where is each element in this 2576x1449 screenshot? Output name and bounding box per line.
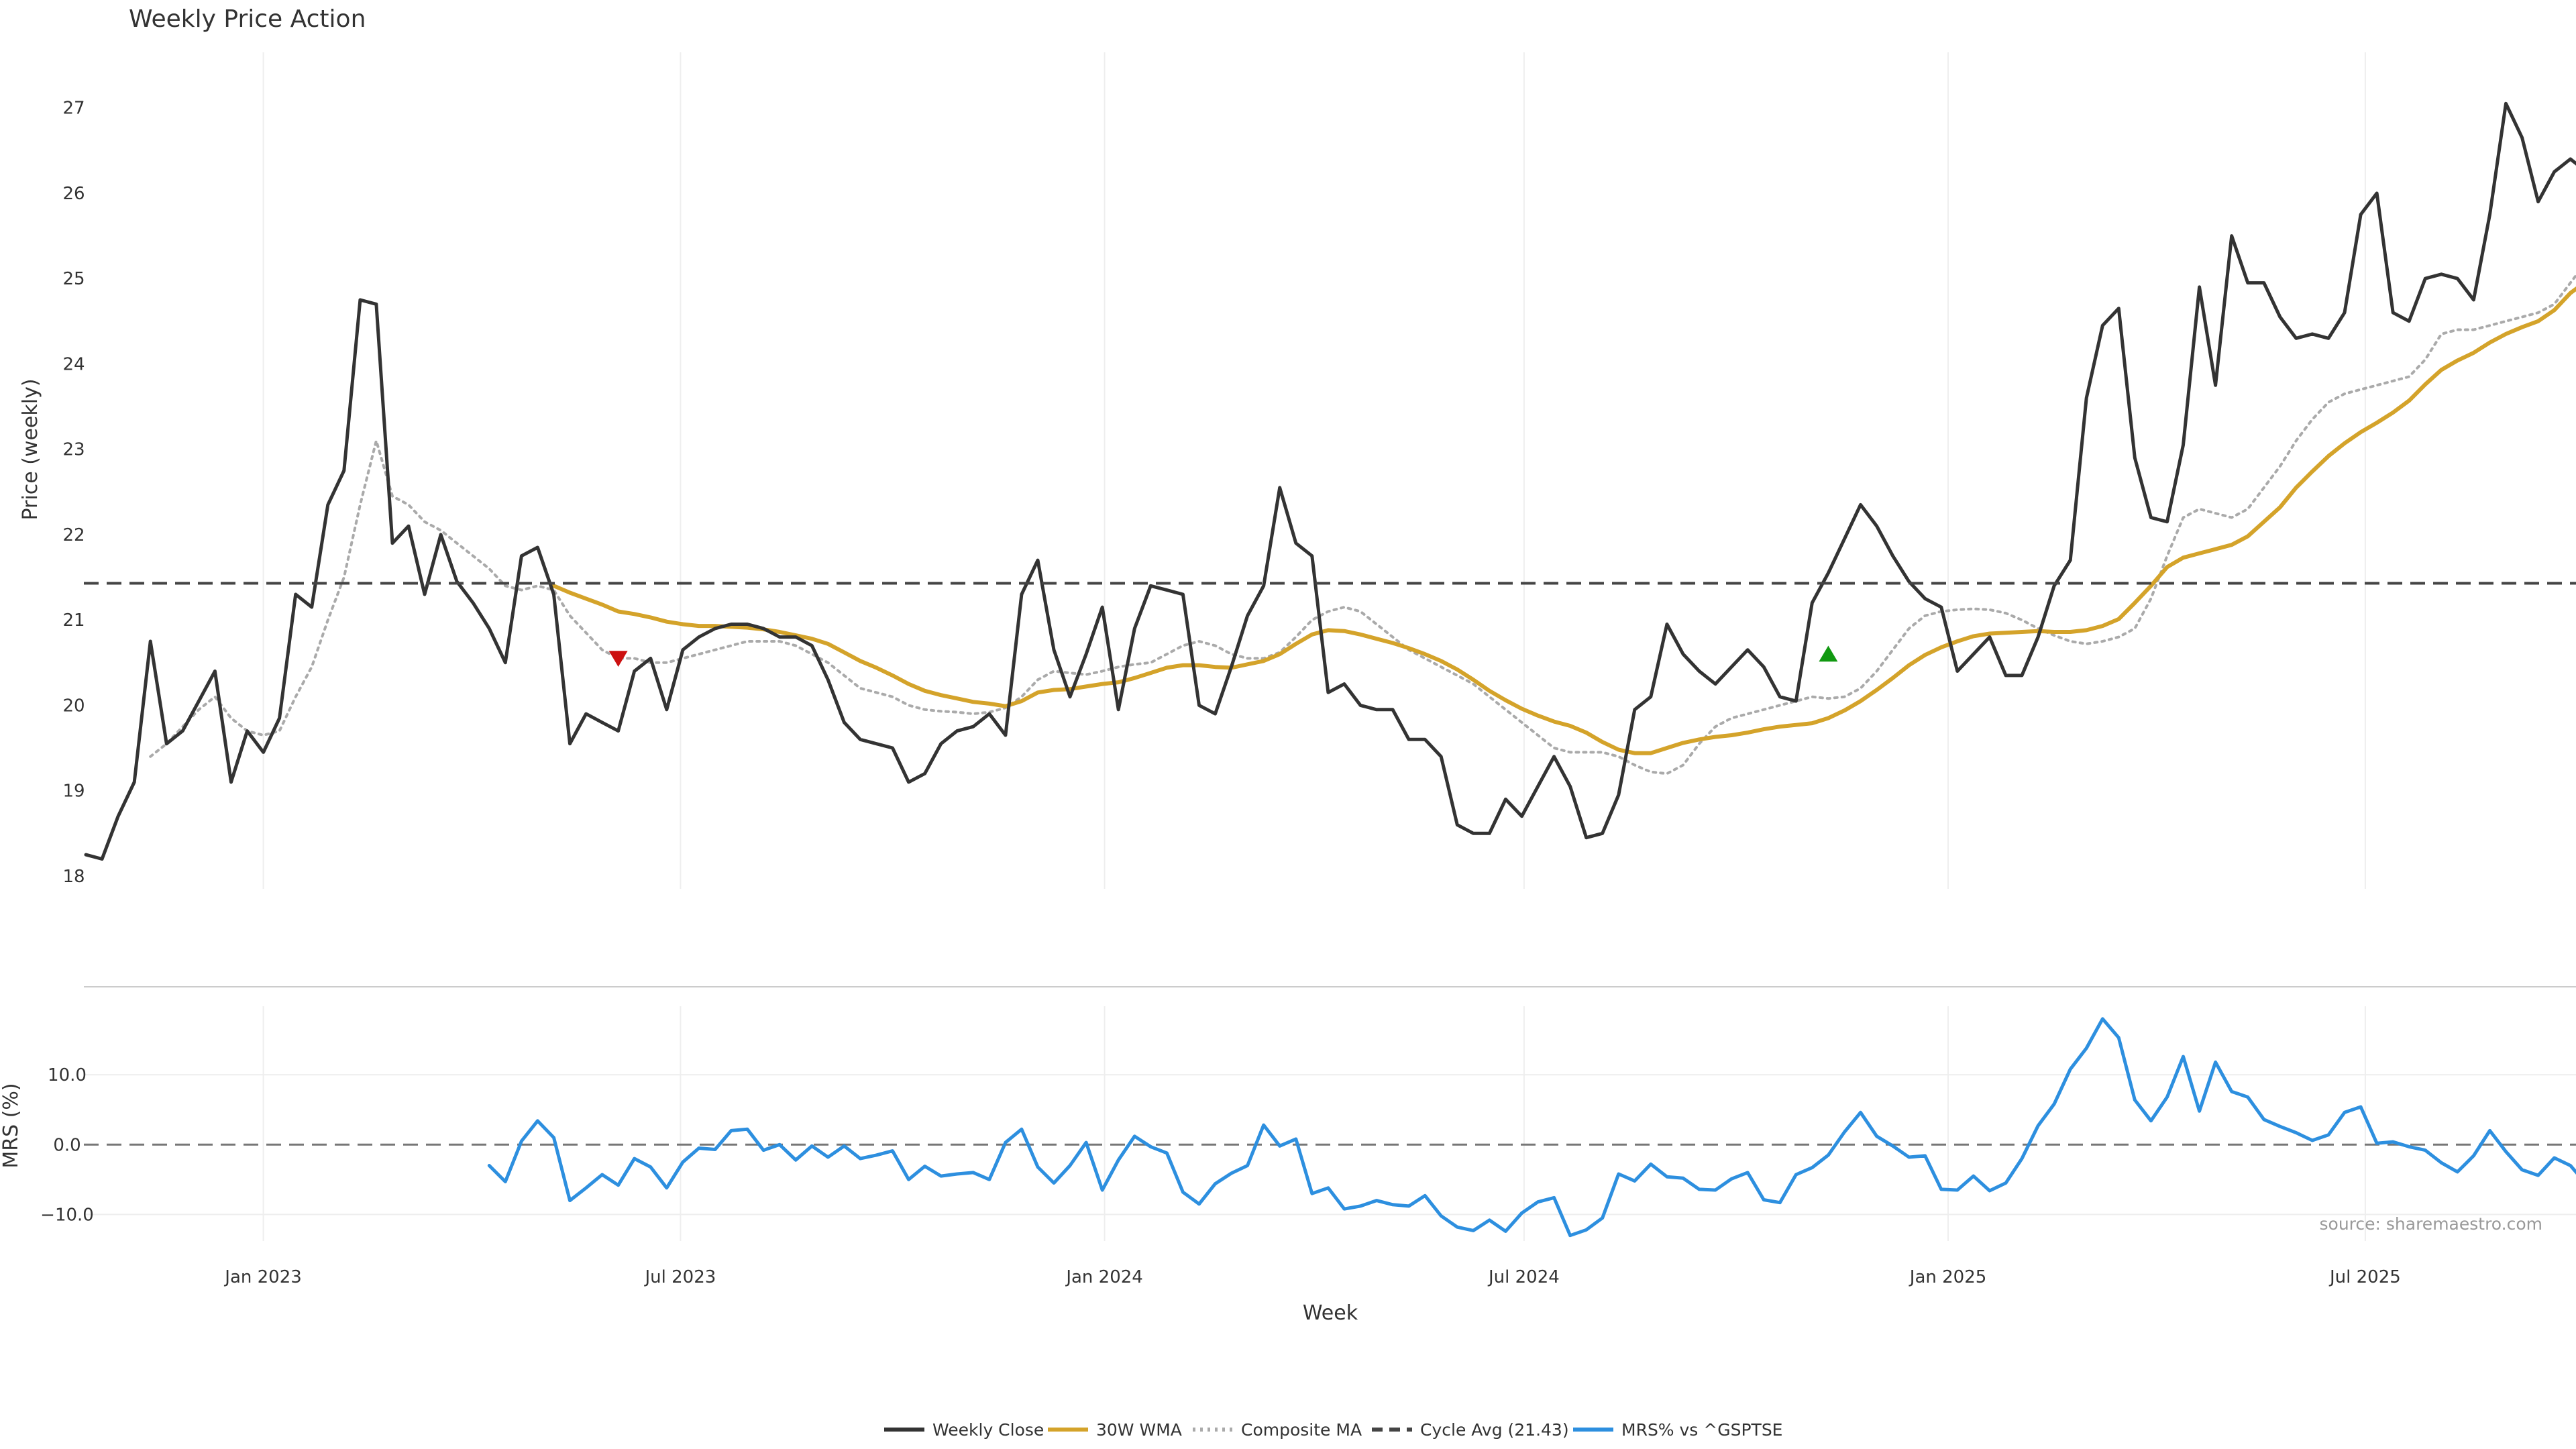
mrs-y-axis-title: MRS (%) [0,1083,23,1168]
x-axis: Jan 2023 Jul 2023 Jan 2024 Jul 2024 Jan 2025… [223,1267,2401,1287]
price-y-tick-label: 24 [62,354,85,374]
price-y-axis-title: Price (weekly) [19,378,42,520]
series-composite-ma [149,273,2576,775]
mrs-y-tick-label: −10.0 [40,1205,94,1225]
x-tick-label: Jan 2025 [1909,1267,1987,1287]
legend: Weekly Close 30W WMA Composite MA Cycle Avg… [884,1420,1782,1440]
price-y-tick-label: 26 [62,184,85,204]
legend-label: 30W WMA [1096,1420,1182,1440]
x-tick-label: Jan 2023 [223,1267,302,1287]
mrs-y-axis: −10.0 0.0 10.0 [40,1065,94,1225]
price-y-tick-label: 21 [62,610,85,631]
price-y-tick-label: 18 [62,867,85,887]
mrs-grid [84,1006,2576,1241]
mrs-series-group [84,1017,2576,1238]
series-mrs-line [487,1017,2576,1238]
mrs-y-tick-label: 10.0 [48,1065,87,1085]
series-weekly-close [84,101,2576,861]
x-tick-label: Jul 2024 [1487,1267,1560,1287]
x-tick-label: Jul 2023 [644,1267,716,1287]
price-y-tick-label: 25 [62,269,85,289]
price-y-axis: 18 19 20 21 22 23 24 25 26 27 [62,99,85,887]
chart-title: Weekly Price Action [129,5,366,33]
legend-label: Weekly Close [932,1420,1044,1440]
price-panel: 18 19 20 21 22 23 24 25 26 27 Price (weekly) [19,52,2576,889]
price-grid [262,52,2366,889]
price-series-group [84,101,2576,861]
price-y-tick-label: 22 [62,525,85,545]
buy-signal-marker [1819,645,1838,662]
mrs-panel: −10.0 0.0 10.0 MRS (%) [0,1006,2576,1241]
price-y-tick-label: 20 [62,696,85,716]
price-y-tick-label: 19 [62,782,85,802]
legend-label: Cycle Avg (21.43) [1420,1420,1569,1440]
x-tick-label: Jan 2024 [1065,1267,1143,1287]
price-y-tick-label: 23 [62,440,85,460]
x-axis-title: Week [1303,1301,1358,1325]
series-30w-wma [551,286,2576,755]
mrs-y-tick-label: 0.0 [53,1135,80,1155]
source-label: source: sharemaestro.com [2320,1214,2543,1234]
legend-label: MRS% vs ^GSPTSE [1621,1420,1782,1440]
legend-label: Composite MA [1241,1420,1362,1440]
sell-signal-marker [608,651,628,667]
price-y-tick-label: 27 [62,99,85,119]
x-tick-label: Jul 2025 [2328,1267,2401,1287]
